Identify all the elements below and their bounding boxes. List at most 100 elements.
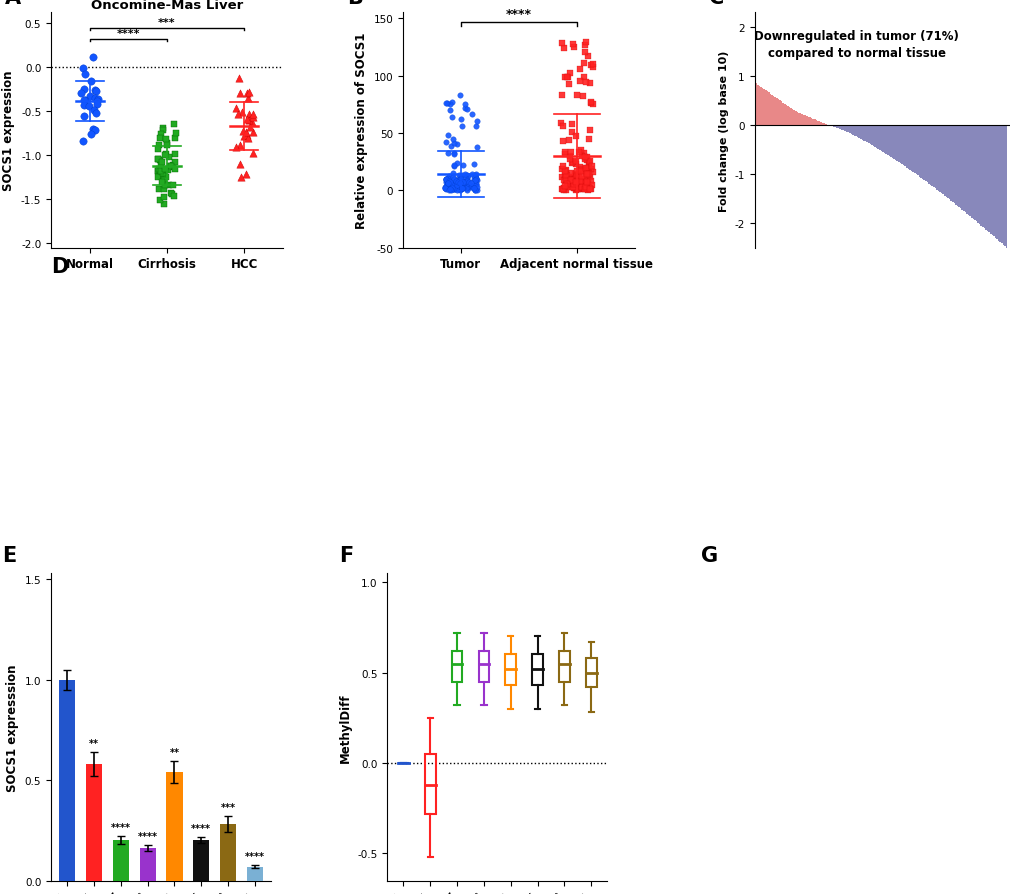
Point — [468, 120, 484, 134]
Point — [445, 159, 462, 173]
Point — [580, 172, 596, 186]
Point — [85, 51, 101, 65]
Point — [438, 173, 454, 187]
Point — [156, 179, 172, 193]
Text: ****: **** — [245, 851, 265, 861]
Point — [82, 90, 98, 105]
Bar — [773, 97, 775, 126]
Point — [452, 173, 469, 187]
Point — [560, 177, 577, 191]
Bar — [964, 126, 965, 213]
Bar — [897, 126, 899, 163]
Point — [566, 178, 582, 192]
Point — [577, 76, 593, 90]
Point — [441, 179, 458, 193]
Point — [581, 156, 597, 170]
Point — [558, 168, 575, 182]
Bar — [1004, 126, 1005, 247]
Point — [564, 126, 580, 140]
Point — [573, 143, 589, 157]
Point — [449, 182, 466, 197]
Point — [451, 173, 468, 188]
Bar — [973, 126, 975, 221]
Point — [567, 177, 583, 191]
Point — [580, 183, 596, 198]
Point — [156, 198, 172, 212]
Bar — [888, 126, 890, 156]
Point — [447, 175, 464, 190]
Bar — [861, 126, 862, 140]
Bar — [881, 126, 882, 153]
Point — [560, 173, 577, 187]
Bar — [878, 126, 879, 151]
Point — [562, 145, 579, 159]
Bar — [905, 126, 907, 168]
Point — [458, 177, 474, 191]
Point — [162, 187, 178, 201]
Point — [441, 97, 458, 112]
Point — [584, 58, 600, 72]
Point — [441, 181, 458, 196]
Point — [557, 183, 574, 198]
Point — [72, 87, 89, 101]
Point — [572, 161, 588, 175]
Bar — [982, 126, 984, 229]
Point — [441, 177, 458, 191]
Point — [444, 182, 461, 197]
Point — [445, 182, 462, 197]
Point — [446, 181, 463, 195]
Text: **: ** — [169, 747, 179, 757]
Bar — [758, 87, 759, 126]
Point — [453, 178, 470, 192]
Bar — [755, 84, 756, 126]
Point — [155, 191, 171, 206]
Point — [245, 111, 261, 125]
Text: ***: *** — [220, 802, 235, 813]
Point — [161, 151, 177, 165]
Point — [165, 161, 181, 175]
Point — [564, 156, 580, 170]
Bar — [879, 126, 881, 152]
Point — [455, 175, 472, 190]
Point — [445, 137, 462, 151]
Point — [457, 102, 473, 116]
Bar — [113, 840, 128, 881]
Point — [556, 164, 573, 178]
Point — [574, 173, 590, 188]
Point — [466, 180, 482, 194]
Point — [438, 180, 454, 194]
Point — [442, 183, 459, 198]
Bar — [858, 126, 859, 139]
Bar — [970, 126, 971, 218]
Point — [163, 159, 179, 173]
Bar — [979, 126, 981, 226]
Point — [156, 169, 172, 183]
Point — [83, 74, 99, 89]
Point — [439, 97, 455, 112]
Point — [581, 183, 597, 198]
Point — [445, 158, 462, 173]
Point — [557, 171, 574, 185]
Point — [89, 97, 105, 112]
Point — [238, 87, 255, 101]
Point — [554, 160, 571, 174]
Point — [571, 170, 587, 184]
Bar — [784, 105, 785, 126]
Point — [578, 176, 594, 190]
Point — [568, 170, 584, 184]
Point — [461, 180, 477, 194]
Point — [467, 184, 483, 198]
Bar — [830, 126, 833, 127]
Bar — [872, 126, 873, 147]
Bar — [848, 126, 850, 134]
Bar — [769, 95, 770, 126]
Point — [583, 163, 599, 177]
Point — [553, 171, 570, 185]
Point — [574, 181, 590, 196]
Point — [553, 37, 570, 51]
Point — [236, 130, 253, 144]
Bar — [791, 110, 793, 126]
Text: C: C — [708, 0, 723, 8]
Point — [567, 183, 583, 198]
Point — [232, 139, 249, 153]
